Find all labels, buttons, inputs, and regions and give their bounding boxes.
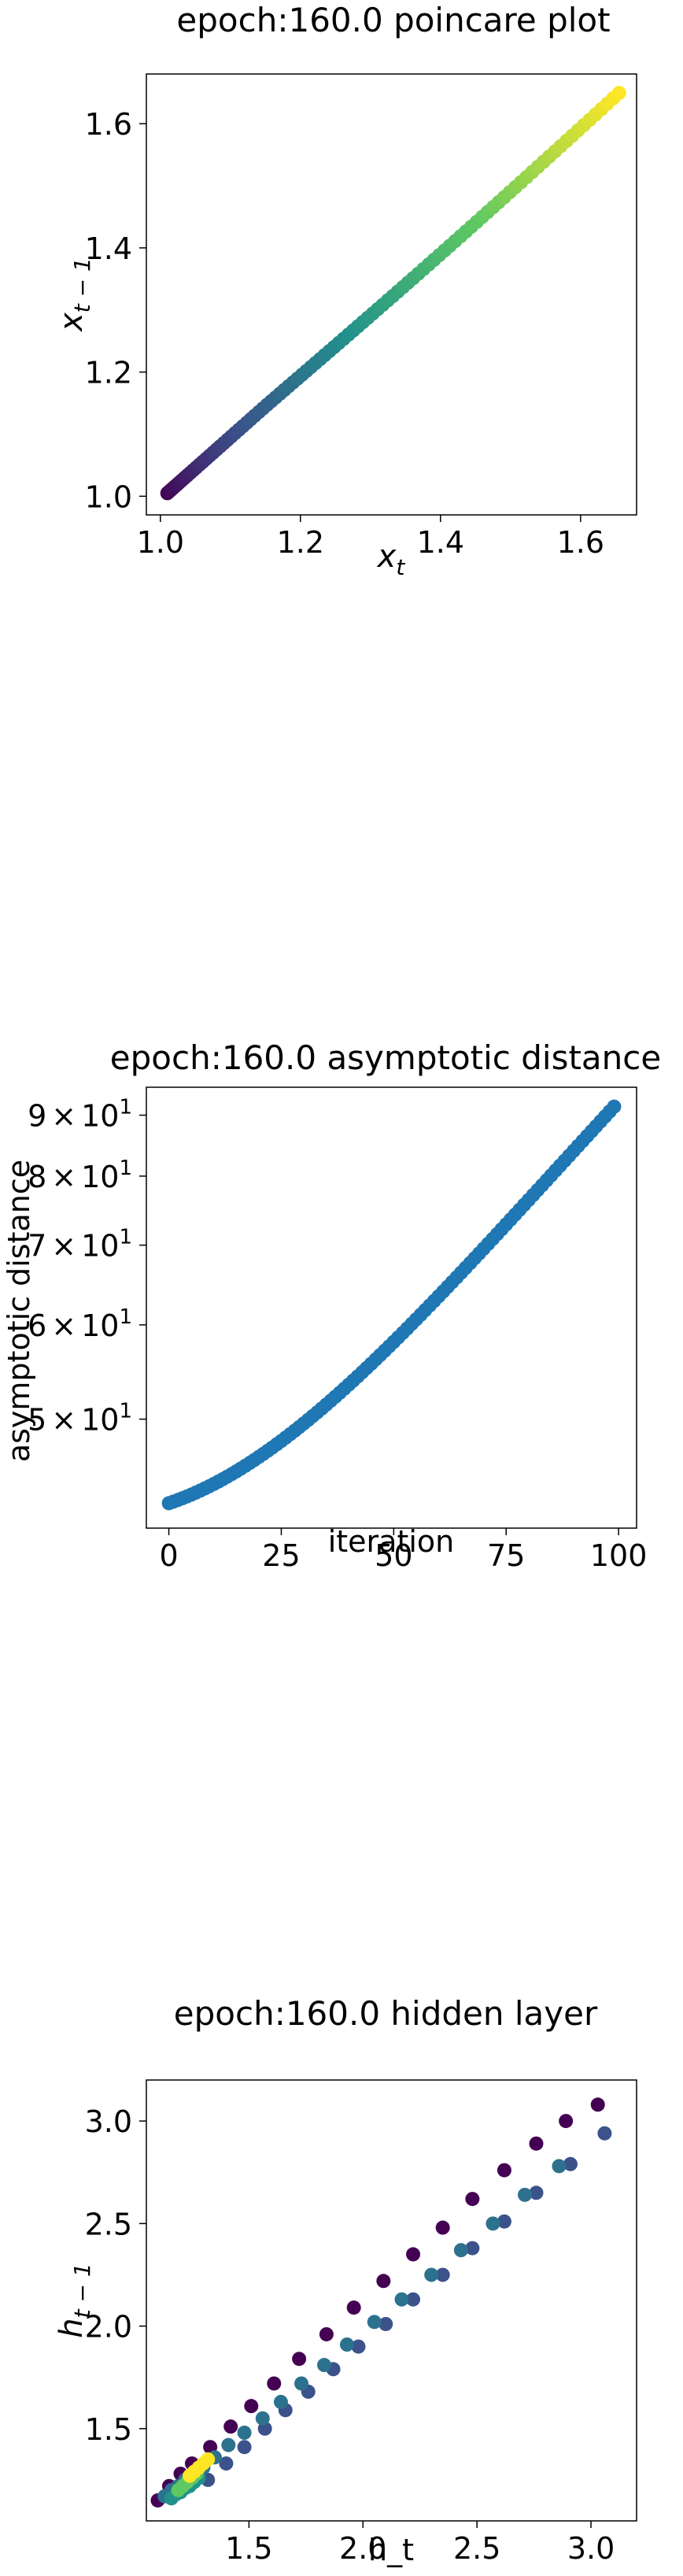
plot-frame: [146, 1086, 637, 1529]
asymptotic-figure: epoch:160.0 asymptotic distance 0 25 50 75 1…: [0, 1016, 683, 1614]
x-axis-label: h_t: [368, 2533, 414, 2567]
data-point: [529, 2136, 544, 2151]
x-axis-label: xt: [376, 539, 406, 580]
x-tick-label: 1.0: [137, 525, 184, 560]
data-point: [597, 2126, 612, 2141]
data-point: [394, 2292, 409, 2307]
chart-title: epoch:160.0 hidden layer: [174, 1994, 598, 2033]
y-tick-label: 1.5: [85, 2412, 132, 2447]
data-point: [237, 2426, 252, 2440]
data-point: [559, 2114, 574, 2129]
data-point: [435, 2267, 450, 2282]
x-tick-label: 0: [159, 1538, 178, 1573]
data-point: [223, 2419, 238, 2434]
y-ticks: 1.5 2.0 2.5 3.0: [85, 2104, 146, 2447]
y-tick-label: 1.0: [85, 479, 132, 514]
data-point: [378, 2316, 393, 2331]
hidden-layer-figure: epoch:160.0 hidden layer 1.5 2.0 2.5 3.0 1.…: [0, 1975, 683, 2573]
x-tick-label: 2.5: [453, 2531, 500, 2566]
x-ticks: 1.5 2.0 2.5 3.0: [225, 2521, 615, 2566]
data-point: [497, 2163, 511, 2178]
data-point: [453, 2243, 468, 2258]
y-ticks: 5 × 101 6 × 101 7 × 101 8 × 101 9 × 101: [28, 1096, 146, 1438]
data-point: [367, 2315, 382, 2330]
x-tick-label: 1.5: [225, 2531, 272, 2566]
y-tick-label: 2.5: [85, 2207, 132, 2241]
data-point: [219, 2456, 234, 2471]
x-ticks: 1.0 1.2 1.4 1.6: [137, 515, 604, 560]
data-point: [267, 2376, 282, 2391]
data-points: [150, 2097, 612, 2508]
data-point: [294, 2376, 309, 2391]
y-tick-label: 8 × 101: [28, 1157, 132, 1194]
data-point: [237, 2440, 252, 2455]
y-ticks: 1.0 1.2 1.4 1.6: [85, 107, 146, 514]
x-tick-label: 3.0: [567, 2531, 615, 2566]
data-point: [424, 2267, 439, 2282]
data-point: [317, 2358, 332, 2373]
data-points: [160, 86, 626, 501]
data-point: [611, 86, 626, 101]
plot-frame: [146, 73, 637, 516]
data-point: [406, 2247, 421, 2262]
x-tick-label: 50: [375, 1538, 412, 1573]
data-point: [376, 2274, 391, 2289]
data-point: [346, 2300, 361, 2315]
y-axis-label: xt − 1: [54, 257, 95, 333]
y-tick-label: 2.0: [85, 2310, 132, 2345]
asymptotic-chart: epoch:160.0 asymptotic distance 0 25 50 75 1…: [2, 1038, 661, 1573]
y-tick-label: 7 × 101: [28, 1226, 132, 1264]
y-tick-label: 5 × 101: [28, 1400, 132, 1438]
data-point: [201, 2452, 216, 2467]
x-tick-label: 1.4: [417, 525, 464, 560]
y-tick-label: 6 × 101: [28, 1305, 132, 1343]
data-point: [273, 2394, 288, 2409]
x-tick-label: 2.0: [339, 2531, 386, 2566]
data-point: [435, 2220, 450, 2235]
poincare-chart: epoch:160.0 poincare plot 1.0 1.2 1.4 1.6 1…: [54, 1, 637, 580]
chart-title: epoch:160.0 asymptotic distance: [110, 1038, 661, 1077]
y-axis-label: asymptotic distance: [2, 1160, 36, 1462]
plot-frame: [146, 2079, 637, 2522]
data-point: [406, 2292, 421, 2307]
y-tick-label: 9 × 101: [28, 1096, 132, 1134]
data-point: [563, 2156, 578, 2171]
data-point: [339, 2337, 354, 2352]
x-tick-label: 100: [590, 1538, 648, 1573]
data-point: [518, 2187, 533, 2202]
data-point: [292, 2352, 307, 2367]
y-tick-label: 1.6: [85, 107, 132, 142]
x-tick-label: 25: [262, 1538, 300, 1573]
data-point: [607, 1099, 622, 1114]
y-tick-label: 1.2: [85, 356, 132, 390]
data-point: [497, 2214, 511, 2229]
poincare-figure: epoch:160.0 poincare plot 1.0 1.2 1.4 1.6 1…: [0, 0, 683, 598]
hidden-layer-chart: epoch:160.0 hidden layer 1.5 2.0 2.5 3.0 1.…: [54, 1994, 637, 2567]
y-axis-label: ht − 1: [54, 2263, 95, 2337]
data-point: [552, 2159, 567, 2174]
data-point: [485, 2216, 500, 2231]
x-axis-label: iteration: [328, 1524, 455, 1559]
data-point: [221, 2437, 236, 2452]
x-tick-label: 1.2: [277, 525, 324, 560]
x-ticks: 0 25 50 75 100: [159, 1528, 647, 1573]
data-point: [255, 2411, 270, 2426]
data-point: [351, 2339, 366, 2354]
x-tick-label: 1.6: [557, 525, 604, 560]
y-tick-label: 1.4: [85, 231, 132, 266]
chart-title: epoch:160.0 poincare plot: [176, 1, 610, 39]
data-point: [244, 2399, 259, 2414]
y-tick-label: 3.0: [85, 2104, 132, 2139]
data-point: [590, 2097, 605, 2112]
data-point: [319, 2326, 334, 2341]
data-point: [465, 2192, 480, 2207]
data-points: [161, 1099, 622, 1511]
x-tick-label: 75: [487, 1538, 525, 1573]
data-point: [529, 2186, 544, 2200]
data-point: [465, 2241, 480, 2256]
